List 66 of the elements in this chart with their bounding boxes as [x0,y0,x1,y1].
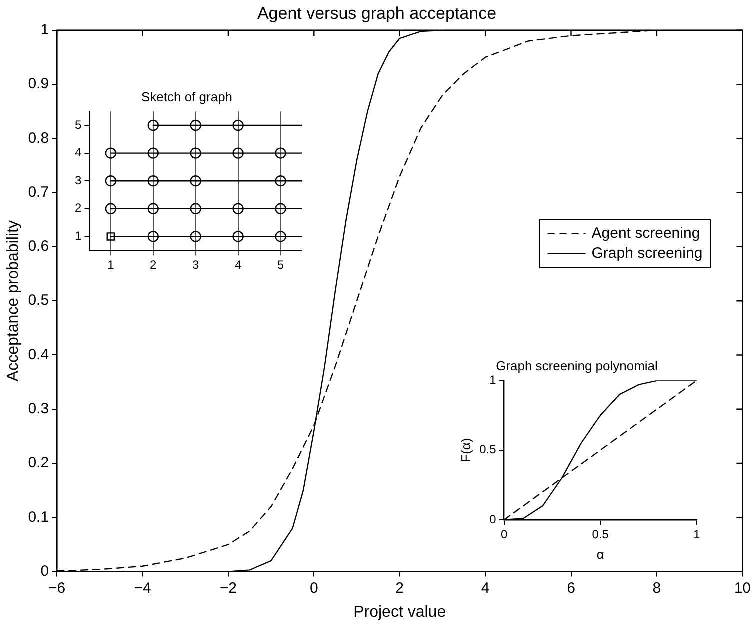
x-tick-label: 2 [396,580,404,597]
y-tick-label: 0.1 [28,508,50,526]
point [106,232,116,241]
x-tick-label: 3 [192,258,200,272]
point [105,203,117,214]
x-tick-label: 5 [277,258,284,272]
x-tick-label: 0.5 [592,528,610,542]
y-tick-label: 0.5 [480,442,497,457]
point [190,176,202,187]
point [148,148,159,159]
point [275,203,286,214]
x-tick-label: 10 [734,580,751,597]
x-tick-label: −2 [220,580,238,597]
point [275,231,286,242]
x-tick-label: 6 [567,580,576,597]
point [148,203,159,214]
x-tick-label: −6 [48,580,66,597]
y-tick-label: 4 [74,146,82,160]
y-tick-label: 0 [40,562,50,580]
x-tick-label: 2 [150,258,158,272]
y-tick-label: 0.3 [28,400,50,418]
chart-title: Sketch of graph [141,89,233,104]
point [105,148,117,159]
x-tick-label: 4 [234,258,242,272]
x-axis-title: Project value [354,604,446,621]
point [148,231,159,242]
point [148,120,159,132]
point [232,120,244,132]
y-tick-label: 3 [74,173,82,188]
y-tick-label: 2 [74,201,82,216]
point [190,148,202,159]
point [190,203,202,214]
x-tick-label: 0 [500,528,508,542]
y-tick-label: 0.9 [28,76,50,93]
chart-title: Agent versus graph acceptance [257,4,497,23]
y-tick-label: 0.5 [28,292,50,310]
x-tick-label: 0 [310,580,318,597]
point [148,176,159,187]
y-tick-label: 5 [74,118,82,132]
y-axis-title: F(α) [458,438,474,462]
point [190,231,202,242]
chart-title: Graph screening polynomial [496,358,658,374]
point [105,176,117,187]
y-tick-label: 0.8 [28,130,50,147]
x-tick-label: 1 [694,528,701,542]
point [275,148,286,159]
point [232,203,244,214]
point [190,120,202,132]
y-tick-label: 1 [40,22,50,39]
y-tick-label: 0.6 [28,238,50,256]
legend-label: Graph screening [592,245,703,262]
legend-label: Agent screening [592,225,700,242]
x-tick-label: −4 [134,580,152,597]
y-tick-label: 0.2 [28,454,50,472]
x-axis-title: α [596,546,605,562]
y-tick-label: 1 [490,372,497,387]
y-axis-title: Acceptance probability [5,220,22,382]
y-tick-label: 1 [74,229,82,244]
x-tick-label: 8 [652,580,662,597]
point [275,176,286,187]
point [232,231,244,242]
x-tick-label: 1 [108,258,115,272]
y-tick-label: 0.4 [28,346,50,364]
y-tick-label: 0.7 [28,184,50,201]
point [232,148,244,159]
y-tick-label: 0 [490,512,497,526]
